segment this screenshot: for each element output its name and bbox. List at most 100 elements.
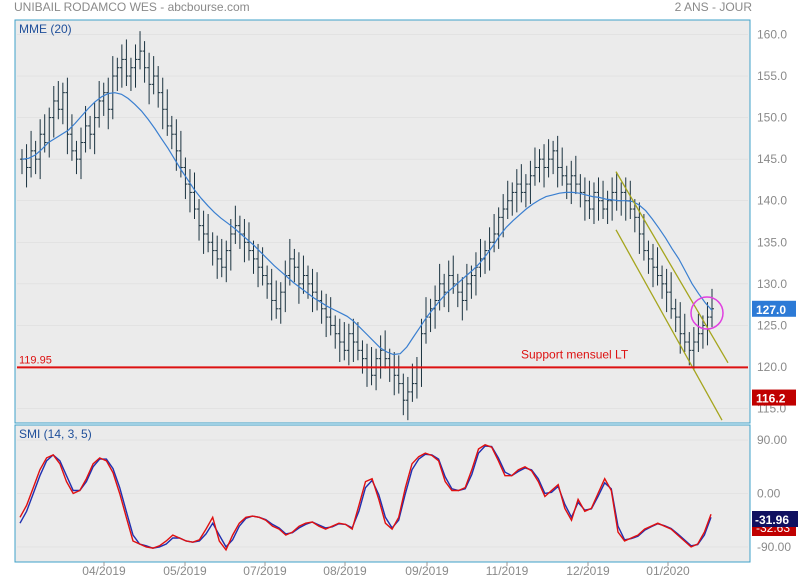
price-bar bbox=[514, 169, 519, 213]
smi-last-box bbox=[752, 511, 798, 527]
price-bar bbox=[210, 232, 215, 266]
price-bar bbox=[110, 56, 115, 120]
price-bar bbox=[374, 348, 379, 391]
x-tick-label: 05/2019 bbox=[163, 564, 207, 578]
price-bar bbox=[546, 139, 551, 178]
price-bar bbox=[601, 180, 606, 220]
price-bar bbox=[442, 273, 447, 308]
price-bar bbox=[578, 174, 583, 208]
price-bar bbox=[29, 130, 34, 178]
price-bar bbox=[328, 297, 333, 336]
price-bar bbox=[274, 280, 279, 319]
price-bar bbox=[710, 288, 714, 328]
price-bar bbox=[256, 243, 261, 288]
price-bar bbox=[106, 77, 111, 130]
price-bar bbox=[528, 160, 533, 205]
price-ytick: 135.0 bbox=[757, 235, 787, 249]
price-bar bbox=[587, 180, 592, 220]
price-bar bbox=[405, 376, 410, 421]
price-bar bbox=[151, 56, 156, 95]
price-bar bbox=[501, 194, 506, 238]
smi-signal-line bbox=[19, 445, 712, 549]
price-bar bbox=[510, 182, 515, 216]
x-tick-label: 12/2019 bbox=[566, 564, 610, 578]
price-bar bbox=[673, 298, 678, 333]
price-bar bbox=[83, 105, 88, 153]
x-tick-label: 09/2019 bbox=[405, 564, 449, 578]
price-bar bbox=[147, 52, 152, 105]
smi-ytick: 0.00 bbox=[757, 487, 781, 501]
price-bar bbox=[228, 219, 233, 271]
price-bar bbox=[537, 149, 542, 183]
price-bar bbox=[69, 114, 74, 161]
price-ytick: 125.0 bbox=[757, 318, 787, 332]
price-bar bbox=[523, 174, 528, 208]
price-bar bbox=[687, 332, 692, 366]
price-ytick: 140.0 bbox=[757, 194, 787, 208]
signal-circle bbox=[690, 296, 724, 330]
smi-ytick: -90.00 bbox=[757, 540, 791, 554]
price-bar bbox=[224, 240, 229, 283]
price-bar bbox=[197, 199, 202, 241]
price-bar bbox=[564, 165, 569, 200]
price-bar bbox=[296, 252, 301, 304]
price-panel bbox=[14, 19, 751, 424]
price-bar bbox=[278, 282, 283, 324]
last-price-box bbox=[752, 300, 796, 317]
price-bar bbox=[119, 44, 124, 88]
price-bar bbox=[610, 177, 615, 221]
price-bar bbox=[401, 373, 406, 416]
channel-upper-line bbox=[615, 171, 729, 364]
price-ytick: 150.0 bbox=[757, 111, 787, 125]
price-bar bbox=[101, 82, 106, 116]
price-bar bbox=[74, 140, 79, 175]
price-bar bbox=[65, 77, 70, 155]
price-bar bbox=[133, 44, 138, 88]
price-bar bbox=[115, 57, 120, 91]
price-bar bbox=[56, 81, 61, 120]
x-tick-label: 07/2019 bbox=[243, 564, 287, 578]
price-bar bbox=[142, 41, 147, 83]
price-bar bbox=[38, 119, 43, 180]
price-bar bbox=[496, 207, 501, 249]
price-ytick: 160.0 bbox=[757, 27, 787, 41]
price-bar bbox=[124, 39, 129, 87]
price-bar bbox=[319, 290, 324, 324]
low-price-value: 116.2 bbox=[756, 392, 786, 406]
price-bar bbox=[691, 327, 696, 371]
price-bar bbox=[582, 177, 587, 221]
price-bar bbox=[505, 180, 510, 220]
price-bar bbox=[650, 243, 655, 288]
low-price-box bbox=[752, 389, 796, 406]
mme-indicator-label: MME (20) bbox=[19, 22, 72, 36]
price-bar bbox=[591, 182, 596, 224]
price-bar bbox=[233, 205, 238, 244]
price-bar bbox=[542, 144, 547, 188]
price-bar bbox=[51, 86, 56, 138]
price-bar bbox=[660, 265, 665, 299]
channel-lower-line bbox=[615, 229, 723, 421]
price-bar bbox=[492, 214, 497, 253]
price-bar bbox=[569, 160, 574, 205]
price-bar bbox=[88, 115, 93, 150]
support-annotation: Support mensuel LT bbox=[521, 347, 629, 361]
period-label: 2 ANS - JOUR bbox=[674, 0, 752, 14]
price-bar bbox=[192, 172, 197, 220]
x-tick-label: 11/2019 bbox=[486, 564, 529, 578]
price-bar bbox=[269, 268, 274, 321]
price-ytick: 145.0 bbox=[757, 152, 787, 166]
price-bar bbox=[355, 322, 360, 361]
smi-ytick: 90.00 bbox=[757, 433, 787, 447]
last-price-value: 127.0 bbox=[756, 303, 786, 317]
price-bar bbox=[156, 66, 161, 108]
price-bar bbox=[201, 210, 206, 254]
price-bar bbox=[655, 247, 660, 286]
price-bar bbox=[33, 140, 38, 175]
price-bar bbox=[646, 240, 651, 274]
price-bar bbox=[519, 164, 524, 203]
mme-line bbox=[21, 92, 713, 356]
price-bar bbox=[160, 77, 165, 130]
smi-line bbox=[19, 444, 712, 552]
price-bar bbox=[310, 268, 315, 313]
